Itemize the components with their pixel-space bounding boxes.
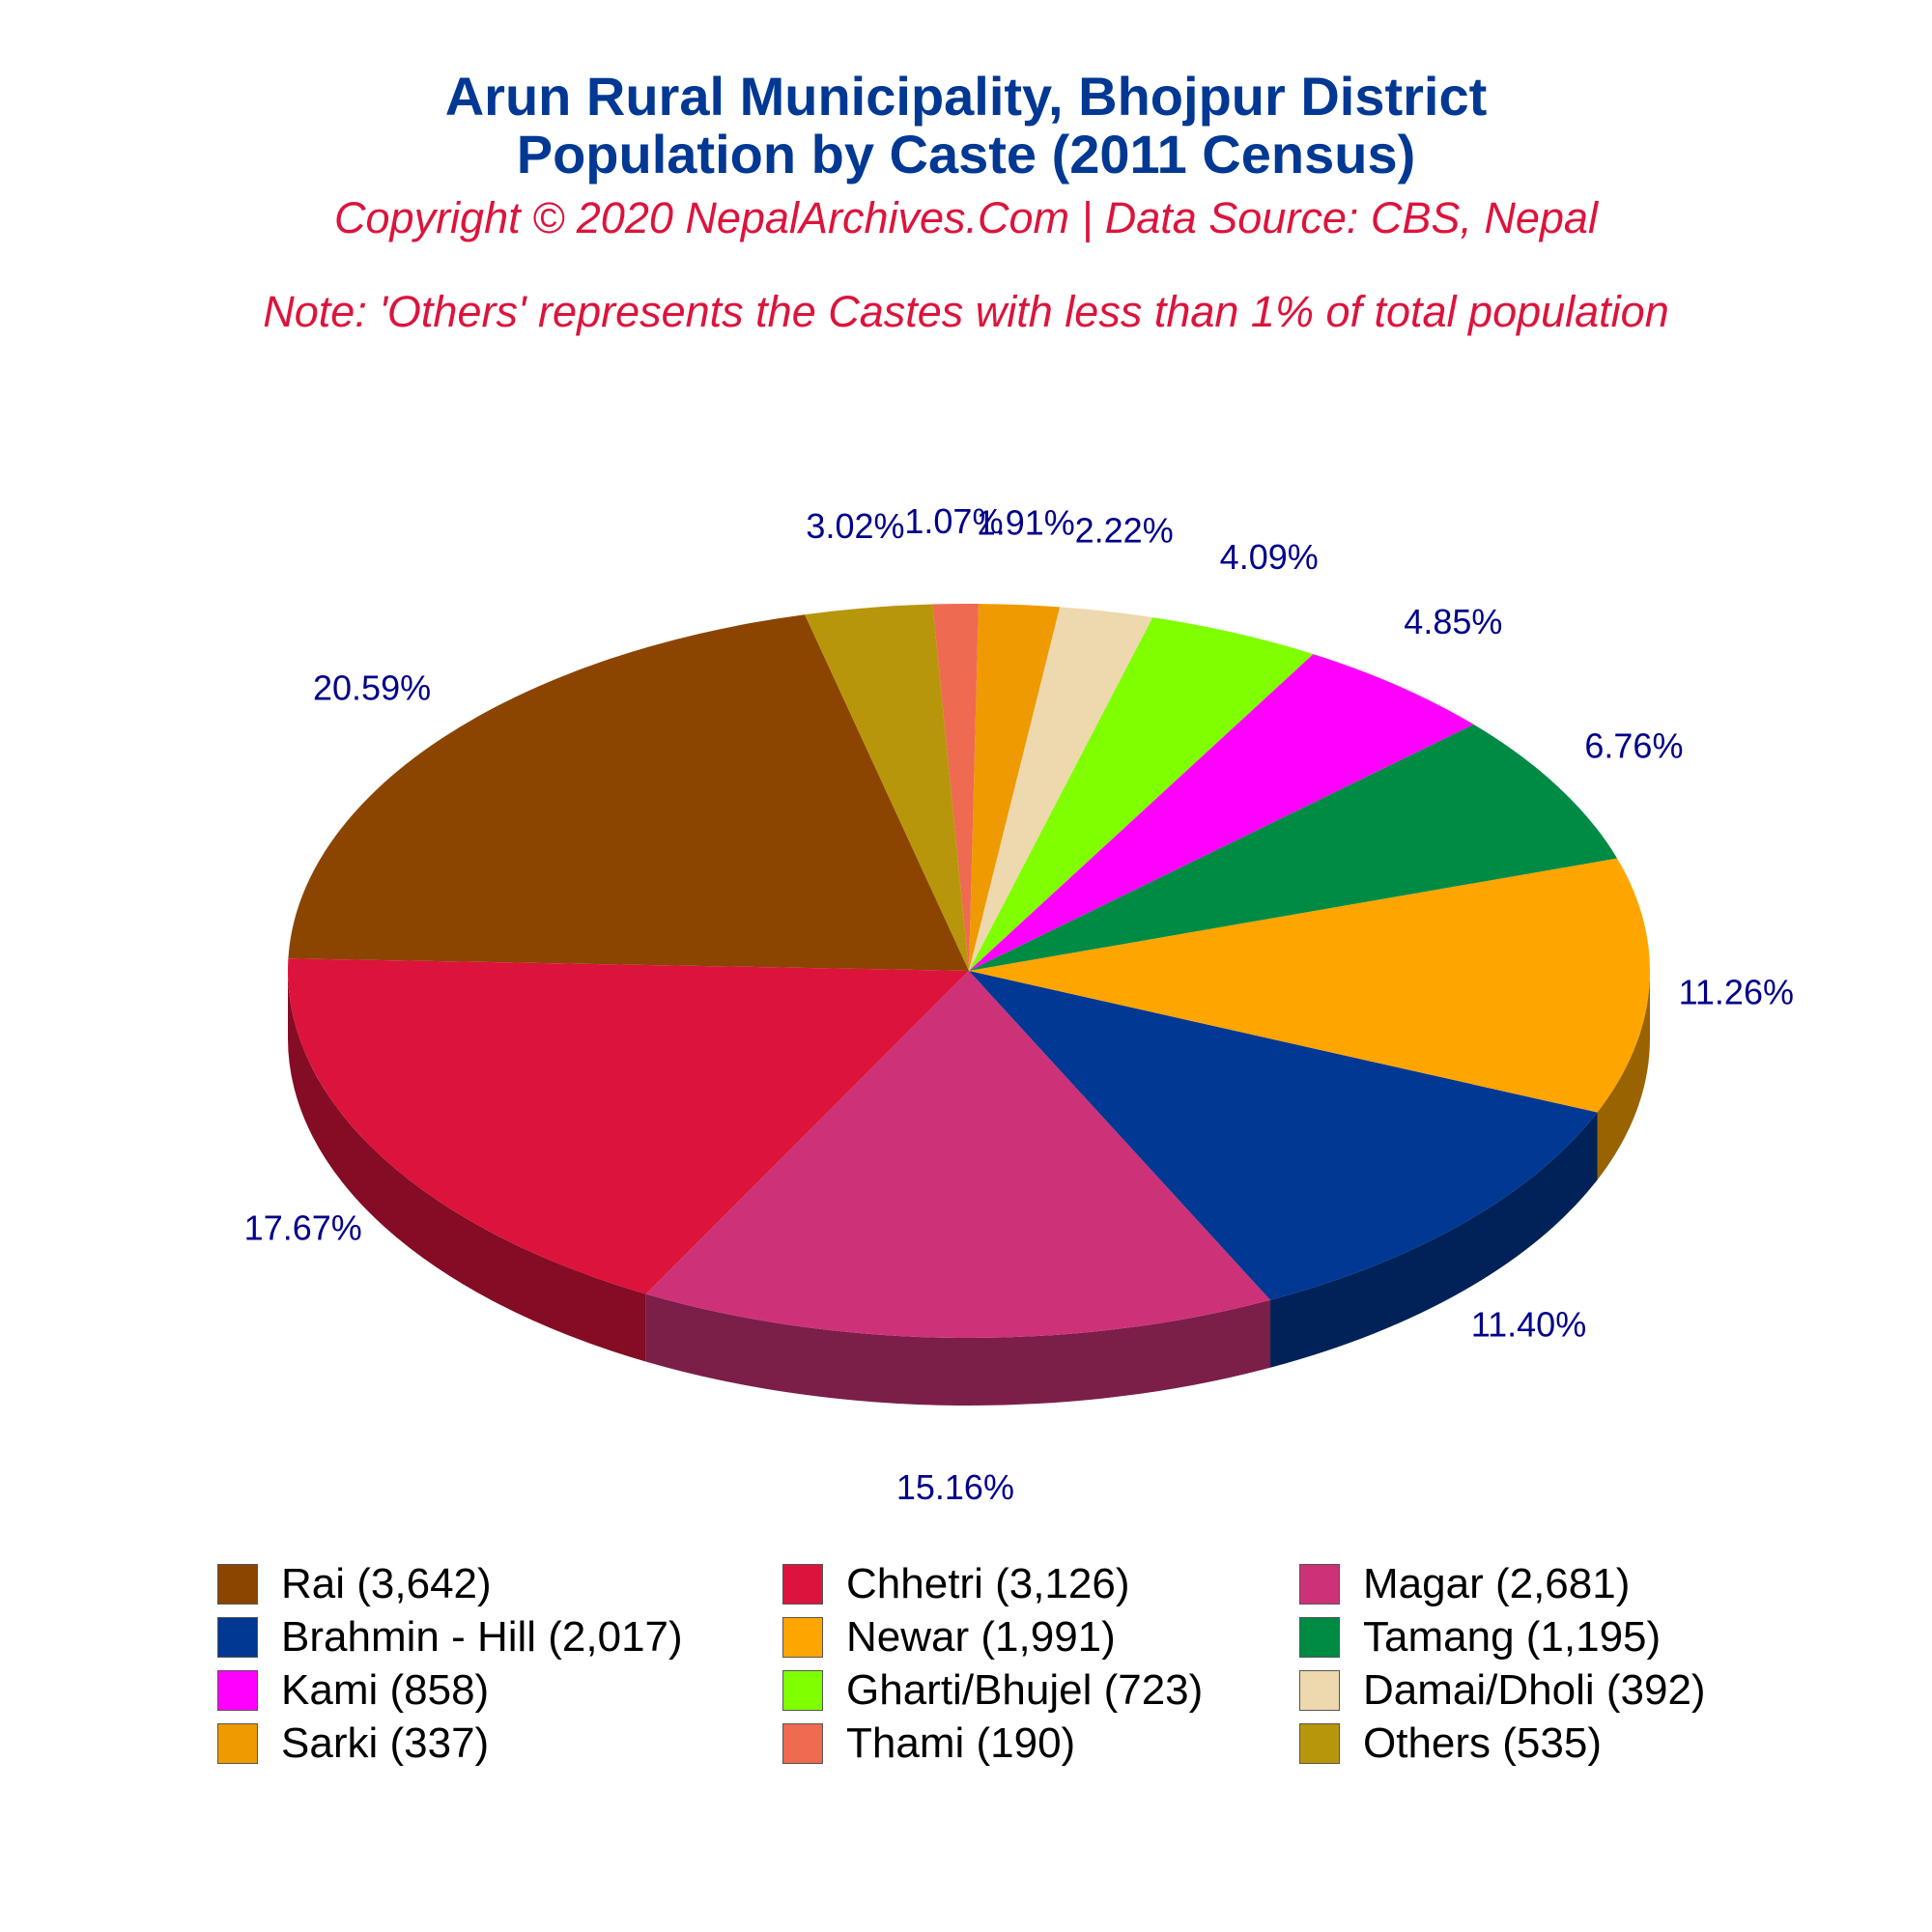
pie-slice-rai xyxy=(288,614,969,971)
pie-slices xyxy=(288,604,1651,1338)
pie-slice-magar xyxy=(645,971,1271,1338)
pie-slice-damai-dholi xyxy=(969,607,1153,971)
legend-swatch xyxy=(782,1563,823,1605)
pie-side-magar xyxy=(645,1293,1271,1406)
pie-label-newar: 11.26% xyxy=(1679,973,1794,1012)
pie-slice-gharti-bhujel xyxy=(969,617,1314,971)
chart-title-line2: Population by Caste (2011 Census) xyxy=(516,124,1416,185)
legend-label: Damai/Dholi (392) xyxy=(1363,1665,1706,1714)
legend-item-rai: Rai (3,642) xyxy=(217,1557,782,1610)
legend-item-tamang: Tamang (1,195) xyxy=(1299,1610,1763,1663)
pie-percent-labels: 20.59% 17.67% 15.16% 11.40% 11.26% 6.76% 4.85%… xyxy=(244,501,1794,1507)
pie-label-tamang: 6.76% xyxy=(1584,725,1683,765)
pie-slice-sarki xyxy=(969,604,1061,971)
chart-note: Note: 'Others' represents the Castes wit… xyxy=(263,287,1669,336)
pie-label-chhetri: 17.67% xyxy=(244,1208,362,1248)
legend-item-newar: Newar (1,991) xyxy=(782,1610,1299,1663)
pie-label-rai: 20.59% xyxy=(313,668,431,707)
legend-label: Kami (858) xyxy=(281,1665,490,1714)
legend-label: Gharti/Bhujel (723) xyxy=(846,1665,1204,1714)
legend-item-damai-dholi: Damai/Dholi (392) xyxy=(1299,1663,1763,1717)
pie-label-sarki: 1.91% xyxy=(977,502,1075,542)
legend-item-sarki: Sarki (337) xyxy=(217,1717,782,1770)
legend-item-brahmin-hill: Brahmin - Hill (2,017) xyxy=(217,1610,782,1663)
legend-swatch xyxy=(1299,1616,1340,1658)
legend-swatch xyxy=(217,1563,258,1605)
pie-side-brahmin-hill xyxy=(1270,1112,1598,1368)
pie-slice-chhetri xyxy=(288,958,969,1294)
legend-swatch xyxy=(1299,1669,1340,1711)
legend-item-gharti-bhujel: Gharti/Bhujel (723) xyxy=(782,1663,1299,1717)
pie-slice-thami xyxy=(932,604,979,971)
pie-slice-others xyxy=(805,604,969,971)
legend-label: Brahmin - Hill (2,017) xyxy=(281,1612,683,1661)
legend-swatch xyxy=(1299,1563,1340,1605)
legend-item-magar: Magar (2,681) xyxy=(1299,1557,1763,1610)
legend-swatch xyxy=(782,1669,823,1711)
legend-item-thami: Thami (190) xyxy=(782,1717,1299,1770)
legend-swatch xyxy=(1299,1722,1340,1764)
pie-side-newar xyxy=(1597,971,1650,1180)
legend-label: Chhetri (3,126) xyxy=(846,1559,1130,1607)
legend-label: Thami (190) xyxy=(846,1719,1076,1767)
pie-label-magar: 15.16% xyxy=(896,1467,1014,1507)
legend-label: Tamang (1,195) xyxy=(1363,1612,1662,1661)
pie-side-walls xyxy=(288,971,1650,1406)
legend-swatch xyxy=(217,1616,258,1658)
legend-label: Rai (3,642) xyxy=(281,1559,492,1607)
legend-label: Magar (2,681) xyxy=(1363,1559,1631,1607)
pie-label-brahmin-hill: 11.40% xyxy=(1471,1304,1586,1344)
legend-item-others: Others (535) xyxy=(1299,1717,1763,1770)
pie-side-chhetri xyxy=(288,971,646,1362)
pie-label-thami: 1.07% xyxy=(904,501,1003,541)
pie-label-others: 3.02% xyxy=(806,506,904,546)
legend-swatch xyxy=(217,1669,258,1711)
legend-label: Sarki (337) xyxy=(281,1719,490,1767)
legend-swatch xyxy=(782,1616,823,1658)
legend-item-chhetri: Chhetri (3,126) xyxy=(782,1557,1299,1610)
legend-swatch xyxy=(782,1722,823,1764)
legend-item-kami: Kami (858) xyxy=(217,1663,782,1717)
pie-label-damai-dholi: 2.22% xyxy=(1075,511,1174,551)
chart-title-line1: Arun Rural Municipality, Bhojpur Distric… xyxy=(444,66,1488,127)
pie-slice-tamang xyxy=(969,724,1618,971)
pie-label-gharti-bhujel: 4.09% xyxy=(1220,537,1319,577)
pie-slice-brahmin-hill xyxy=(969,971,1598,1300)
legend-swatch xyxy=(217,1722,258,1764)
copyright-text: Copyright © 2020 NepalArchives.Com | Dat… xyxy=(334,193,1598,242)
legend-label: Newar (1,991) xyxy=(846,1612,1116,1661)
legend-label: Others (535) xyxy=(1363,1719,1602,1767)
pie-slice-newar xyxy=(969,858,1651,1113)
pie-slice-kami xyxy=(969,654,1474,971)
chart-legend: Rai (3,642) Chhetri (3,126) Magar (2,681) B… xyxy=(217,1557,1763,1770)
pie-label-kami: 4.85% xyxy=(1404,602,1502,641)
